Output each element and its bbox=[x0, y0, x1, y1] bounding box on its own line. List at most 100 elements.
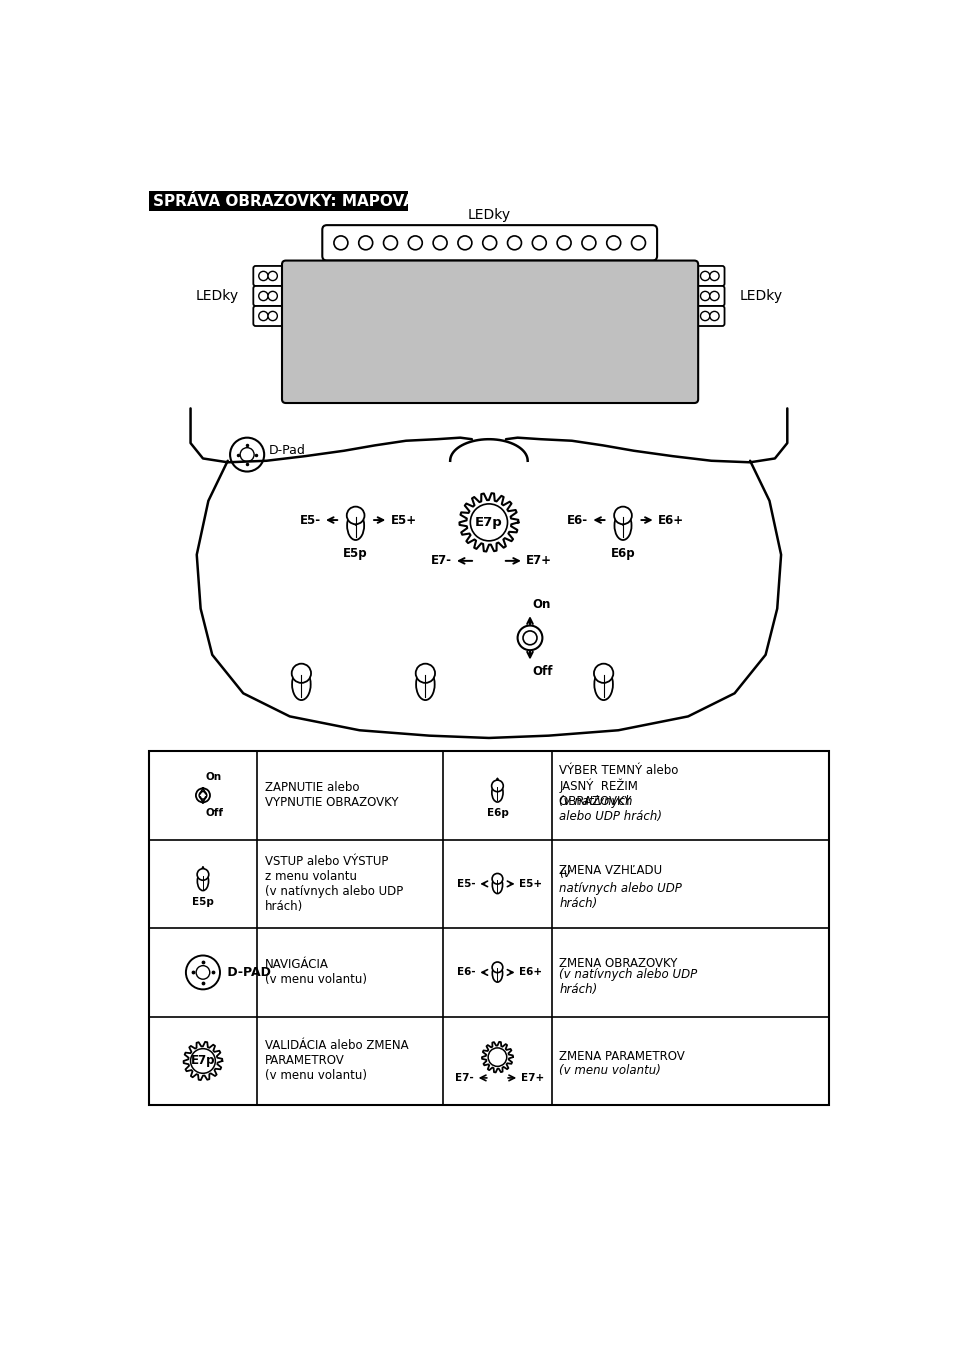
Text: (v
natívnych alebo UDP
hrách): (v natívnych alebo UDP hrách) bbox=[558, 867, 681, 910]
Text: E6-: E6- bbox=[566, 513, 587, 526]
Ellipse shape bbox=[492, 876, 502, 894]
Text: E6+: E6+ bbox=[518, 968, 541, 977]
FancyBboxPatch shape bbox=[695, 266, 723, 286]
Text: E7-: E7- bbox=[455, 1073, 474, 1083]
Circle shape bbox=[268, 271, 277, 281]
Circle shape bbox=[334, 236, 348, 250]
Text: E5p: E5p bbox=[343, 547, 368, 560]
FancyBboxPatch shape bbox=[253, 286, 282, 306]
Text: VÝBER TEMNÝ alebo
JASNÝ  REŽIM
OBRAZOVKY: VÝBER TEMNÝ alebo JASNÝ REŽIM OBRAZOVKY bbox=[558, 764, 679, 809]
Text: VSTUP alebo VÝSTUP
z menu volantu
(v natívnych alebo UDP
hrách): VSTUP alebo VÝSTUP z menu volantu (v nat… bbox=[265, 855, 403, 913]
Circle shape bbox=[416, 664, 435, 683]
Text: VALIDÁCIA alebo ZMENA
PARAMETROV
(v menu volantu): VALIDÁCIA alebo ZMENA PARAMETROV (v menu… bbox=[265, 1040, 408, 1083]
Circle shape bbox=[532, 236, 546, 250]
Circle shape bbox=[709, 312, 719, 320]
FancyBboxPatch shape bbox=[695, 306, 723, 325]
Circle shape bbox=[433, 236, 447, 250]
Ellipse shape bbox=[347, 512, 364, 540]
Text: Off: Off bbox=[205, 809, 223, 818]
FancyBboxPatch shape bbox=[253, 266, 282, 286]
Text: E5+: E5+ bbox=[518, 879, 541, 888]
Circle shape bbox=[491, 780, 503, 791]
Circle shape bbox=[230, 437, 264, 471]
Text: (v menu volantu): (v menu volantu) bbox=[558, 1064, 660, 1077]
Bar bbox=[149, 192, 408, 212]
Text: NAVIGÁCIA
(v menu volantu): NAVIGÁCIA (v menu volantu) bbox=[265, 958, 367, 987]
Circle shape bbox=[383, 236, 397, 250]
Circle shape bbox=[346, 506, 364, 524]
Circle shape bbox=[700, 312, 709, 320]
Text: D-PAD: D-PAD bbox=[223, 967, 271, 979]
Circle shape bbox=[186, 956, 220, 990]
FancyBboxPatch shape bbox=[322, 225, 657, 261]
Circle shape bbox=[197, 868, 209, 880]
Text: ZMENA PARAMETROV: ZMENA PARAMETROV bbox=[558, 1050, 684, 1062]
Text: D-Pad: D-Pad bbox=[269, 444, 305, 458]
Text: SPRÁVA OBRAZOVKY: MAPOVANIE: SPRÁVA OBRAZOVKY: MAPOVANIE bbox=[152, 194, 443, 209]
Circle shape bbox=[507, 236, 521, 250]
Circle shape bbox=[482, 236, 497, 250]
Circle shape bbox=[268, 292, 277, 301]
Text: ZMENA OBRAZOVKY: ZMENA OBRAZOVKY bbox=[558, 957, 678, 969]
Text: LEDky: LEDky bbox=[467, 208, 510, 221]
Ellipse shape bbox=[594, 668, 612, 701]
Text: E6+: E6+ bbox=[658, 513, 683, 526]
Text: E6p: E6p bbox=[610, 547, 635, 560]
Circle shape bbox=[258, 271, 268, 281]
Text: E5-: E5- bbox=[299, 513, 320, 526]
Text: On: On bbox=[205, 772, 221, 783]
Circle shape bbox=[292, 664, 311, 683]
Text: E5+: E5+ bbox=[390, 513, 416, 526]
Text: E6-: E6- bbox=[456, 968, 476, 977]
Circle shape bbox=[606, 236, 620, 250]
Text: ZMENA VZHĽADU: ZMENA VZHĽADU bbox=[558, 864, 665, 876]
Ellipse shape bbox=[292, 668, 311, 701]
Circle shape bbox=[614, 506, 631, 524]
Text: (v natívnych alebo UDP
hrách): (v natívnych alebo UDP hrách) bbox=[558, 968, 697, 996]
Circle shape bbox=[709, 271, 719, 281]
Circle shape bbox=[240, 448, 253, 462]
Text: E7+: E7+ bbox=[520, 1073, 543, 1083]
Circle shape bbox=[492, 963, 502, 972]
Circle shape bbox=[470, 504, 507, 541]
Ellipse shape bbox=[197, 872, 209, 891]
Circle shape bbox=[408, 236, 422, 250]
Text: E5-: E5- bbox=[456, 879, 476, 888]
Text: E7p: E7p bbox=[475, 516, 502, 529]
Text: (v natívnych
alebo UDP hrách): (v natívnych alebo UDP hrách) bbox=[558, 795, 661, 824]
Circle shape bbox=[196, 965, 210, 979]
Ellipse shape bbox=[492, 783, 502, 802]
Circle shape bbox=[709, 292, 719, 301]
Ellipse shape bbox=[416, 668, 435, 701]
Circle shape bbox=[358, 236, 373, 250]
Ellipse shape bbox=[492, 965, 502, 981]
Circle shape bbox=[492, 873, 502, 884]
Circle shape bbox=[258, 292, 268, 301]
Text: LEDky: LEDky bbox=[739, 289, 781, 302]
Text: E7+: E7+ bbox=[525, 555, 552, 567]
Circle shape bbox=[457, 236, 472, 250]
Circle shape bbox=[517, 625, 542, 651]
Text: E5p: E5p bbox=[192, 896, 213, 907]
Circle shape bbox=[195, 788, 210, 802]
Circle shape bbox=[581, 236, 596, 250]
Text: E6p: E6p bbox=[486, 809, 508, 818]
Circle shape bbox=[594, 664, 613, 683]
Circle shape bbox=[199, 791, 207, 799]
Bar bbox=[149, 751, 828, 1106]
Text: On: On bbox=[532, 598, 550, 612]
Circle shape bbox=[268, 312, 277, 320]
Circle shape bbox=[700, 292, 709, 301]
Circle shape bbox=[700, 271, 709, 281]
Text: LEDky: LEDky bbox=[195, 289, 238, 302]
Circle shape bbox=[631, 236, 645, 250]
FancyBboxPatch shape bbox=[695, 286, 723, 306]
FancyBboxPatch shape bbox=[253, 306, 282, 325]
Circle shape bbox=[191, 1049, 215, 1073]
Text: E7-: E7- bbox=[430, 555, 452, 567]
Text: E7p: E7p bbox=[191, 1054, 215, 1068]
Text: Off: Off bbox=[532, 664, 552, 678]
Circle shape bbox=[258, 312, 268, 320]
Text: ZAPNUTIE alebo
VYPNUTIE OBRAZOVKY: ZAPNUTIE alebo VYPNUTIE OBRAZOVKY bbox=[265, 782, 398, 810]
FancyBboxPatch shape bbox=[282, 261, 698, 404]
